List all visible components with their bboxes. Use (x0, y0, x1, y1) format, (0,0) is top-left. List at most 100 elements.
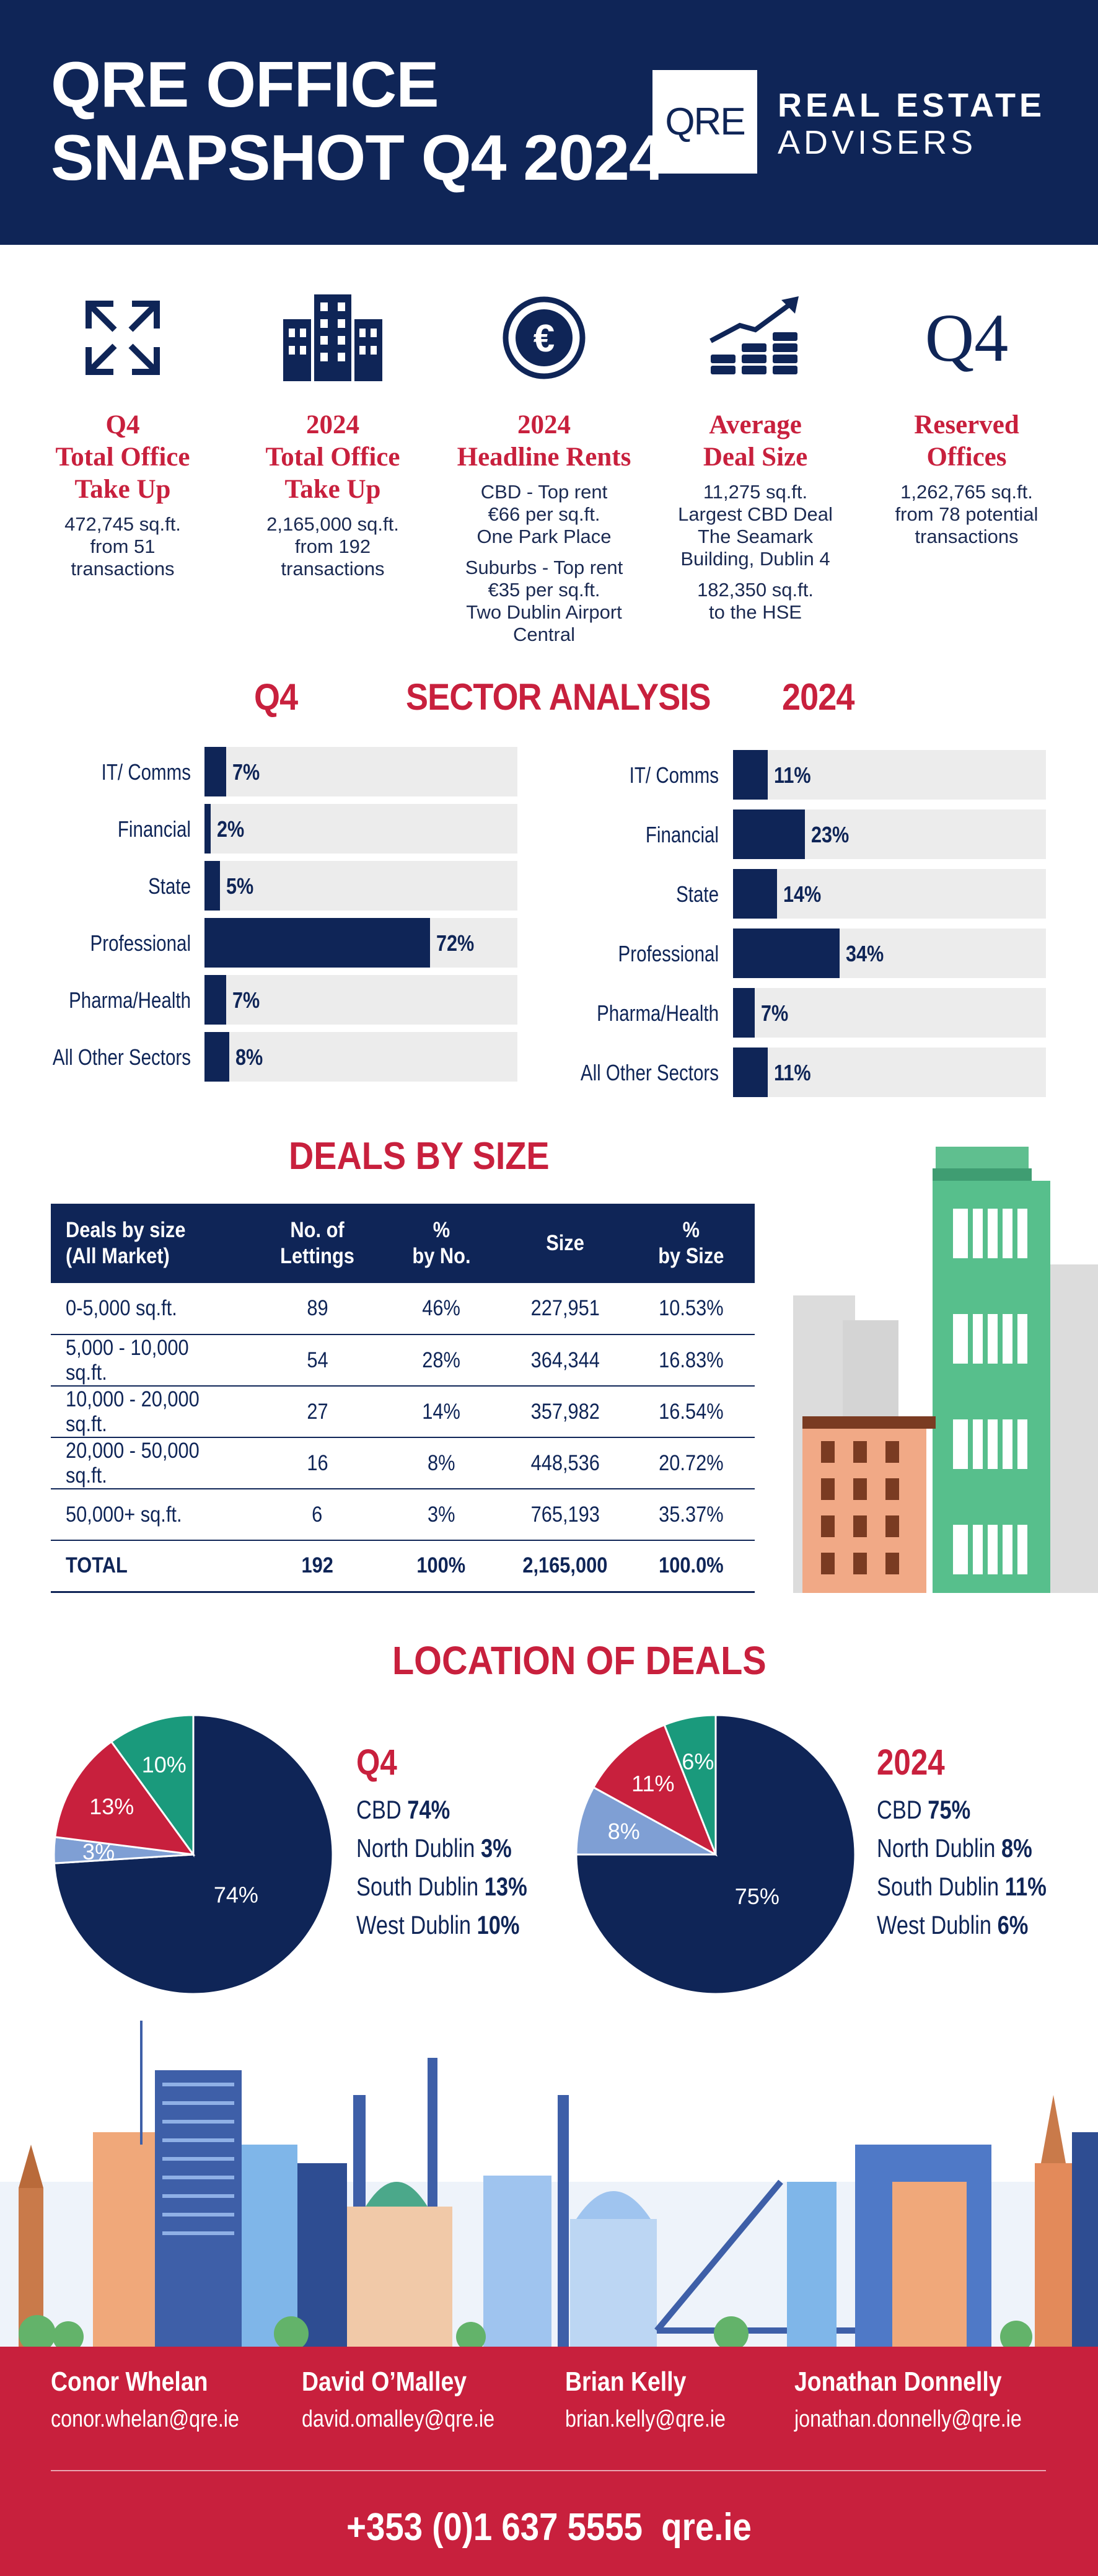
euro-coin-icon: € (445, 279, 643, 397)
table-cell: 8% (379, 1437, 503, 1489)
sector-value-label: 23% (811, 822, 850, 847)
sector-bar (733, 750, 768, 800)
sector-bar (733, 988, 755, 1038)
sector-category-label: Pharma/Health (597, 1000, 719, 1026)
table-cell: 10,000 - 20,000 sq.ft. (51, 1386, 255, 1438)
sector-bar-track (733, 809, 1046, 859)
logo-tagline: REAL ESTATE ADVISERS (778, 87, 1046, 161)
column-header: % by No. (379, 1204, 503, 1283)
q4-text-icon: Q4 (925, 299, 1009, 376)
table-cell: 448,536 (503, 1437, 627, 1489)
stat-2024-take-up: 2024 Total Office Take Up 2,165,000 sq.f… (234, 279, 432, 580)
sector-bar (733, 869, 777, 919)
sector-category-label: Financial (645, 822, 719, 847)
table-cell: TOTAL (51, 1540, 255, 1593)
table-row: 50,000+ sq.ft. 6 3% 765,193 35.37% (51, 1489, 755, 1541)
table-cell: 5,000 - 10,000 sq.ft. (51, 1334, 255, 1387)
table-cell: 357,982 (503, 1386, 627, 1438)
table-cell: 14% (379, 1386, 503, 1438)
pie-slice-north-dublin (575, 1786, 716, 1856)
table-total-row: TOTAL 192 100% 2,165,000 100.0% (51, 1540, 755, 1593)
sector-value-label: 11% (773, 1060, 811, 1085)
pie-slice-label: 11% (631, 1771, 674, 1796)
pie-slice-label: 74% (214, 1882, 258, 1908)
table-cell: 10.53% (627, 1283, 755, 1335)
stat-headline-rents: € 2024 Headline Rents CBD - Top rent €66… (445, 279, 643, 646)
legend-q4: Q4 CBD 74% North Dublin 3% South Dublin … (356, 1742, 564, 1944)
deals-by-size-heading: DEALS BY SIZE (289, 1135, 550, 1178)
table-cell: 27 (255, 1386, 379, 1438)
buildings-illustration (793, 1147, 1098, 1593)
table-cell: 3% (379, 1489, 503, 1541)
header-banner: QRE OFFICE SNAPSHOT Q4 2024 QRE REAL EST… (0, 0, 1098, 245)
sector-bar-track (204, 1032, 517, 1082)
table-cell: 227,951 (503, 1283, 627, 1335)
sector-value-label: 14% (783, 881, 821, 907)
legend-item: West Dublin 10% (356, 1910, 520, 1939)
contact-conor-whelan: Conor Whelan conor.whelan@qre.ie (51, 2366, 239, 2432)
legend-item: North Dublin 3% (356, 1833, 512, 1863)
sector-bar (204, 804, 211, 854)
sector-bar (204, 747, 227, 796)
sector-value-label: 34% (845, 941, 884, 966)
location-of-deals-heading: LOCATION OF DEALS (392, 1638, 766, 1683)
sector-value-label: 2% (217, 816, 245, 842)
column-header: Deals by size (All Market) (51, 1204, 255, 1283)
sector-category-label: Pharma/Health (69, 987, 191, 1013)
email-link[interactable]: brian.kelly@qre.ie (565, 2406, 726, 2432)
table-cell: 6 (255, 1489, 379, 1541)
sector-value-label: 7% (232, 759, 260, 785)
table-cell: 20,000 - 50,000 sq.ft. (51, 1437, 255, 1489)
contact-jonathan-donnelly: Jonathan Donnelly jonathan.donnelly@qre.… (794, 2366, 1022, 2432)
pie-slice-label: 10% (142, 1752, 187, 1777)
sector-bar-track (733, 929, 1046, 978)
footer-divider (51, 2470, 1046, 2471)
table-cell: 16 (255, 1437, 379, 1489)
coin-stack-growth-icon (656, 279, 854, 397)
legend-item: CBD 75% (877, 1795, 971, 1824)
sector-category-label: Professional (90, 930, 191, 956)
sector-bar-track (733, 750, 1046, 800)
table-cell: 20.72% (627, 1437, 755, 1489)
sector-bar-track (733, 988, 1046, 1038)
table-cell: 28% (379, 1334, 503, 1387)
column-header: Size (503, 1204, 627, 1283)
sector-category-label: State (148, 873, 191, 899)
stat-q4-take-up: Q4 Total Office Take Up 472,745 sq.ft. f… (24, 279, 222, 580)
contact-brian-kelly: Brian Kelly brian.kelly@qre.ie (565, 2366, 726, 2432)
table-cell: 35.37% (627, 1489, 755, 1541)
pie-slice-south-dublin (54, 1740, 196, 1856)
table-cell: 100.0% (627, 1540, 755, 1593)
legend-2024: 2024 CBD 75% North Dublin 8% South Dubli… (877, 1742, 1084, 1944)
phone-number[interactable]: +353 (0)1 637 5555 (346, 2506, 643, 2549)
legend-item: South Dublin 11% (877, 1872, 1047, 1901)
table-cell: 50,000+ sq.ft. (51, 1489, 255, 1541)
stat-reserved-offices: Q4 Reserved Offices 1,262,765 sq.ft. fro… (867, 279, 1066, 548)
sector-bar (204, 861, 221, 911)
pie-slice-label: 6% (682, 1749, 714, 1775)
table-cell: 364,344 (503, 1334, 627, 1387)
website-link[interactable]: qre.ie (661, 2506, 752, 2549)
sector-bar-track (204, 975, 517, 1025)
column-header: % by Size (627, 1204, 755, 1283)
sector-category-label: Financial (117, 816, 191, 842)
sector-category-label: All Other Sectors (580, 1060, 719, 1085)
legend-item: West Dublin 6% (877, 1910, 1029, 1939)
pie-slice-west-dublin (110, 1714, 195, 1858)
sector-bar (204, 975, 227, 1025)
sector-value-label: 7% (761, 1000, 789, 1026)
sector-value-label: 8% (235, 1044, 263, 1070)
sector-bar-track (204, 918, 517, 968)
deals-by-size-table: Deals by size (All Market) No. of Lettings… (51, 1204, 755, 1593)
dublin-skyline-illustration (0, 2021, 1098, 2349)
email-link[interactable]: conor.whelan@qre.ie (51, 2406, 239, 2432)
email-link[interactable]: david.omalley@qre.ie (302, 2406, 495, 2432)
sector-analysis-heading: SECTOR ANALYSIS (406, 676, 711, 718)
pie-slice-cbd (575, 1714, 856, 1995)
footer (0, 2347, 1098, 2576)
sector-bar (733, 929, 840, 978)
table-cell: 765,193 (503, 1489, 627, 1541)
sector-bar (204, 918, 430, 968)
email-link[interactable]: jonathan.donnelly@qre.ie (794, 2406, 1022, 2432)
table-cell: 89 (255, 1283, 379, 1335)
